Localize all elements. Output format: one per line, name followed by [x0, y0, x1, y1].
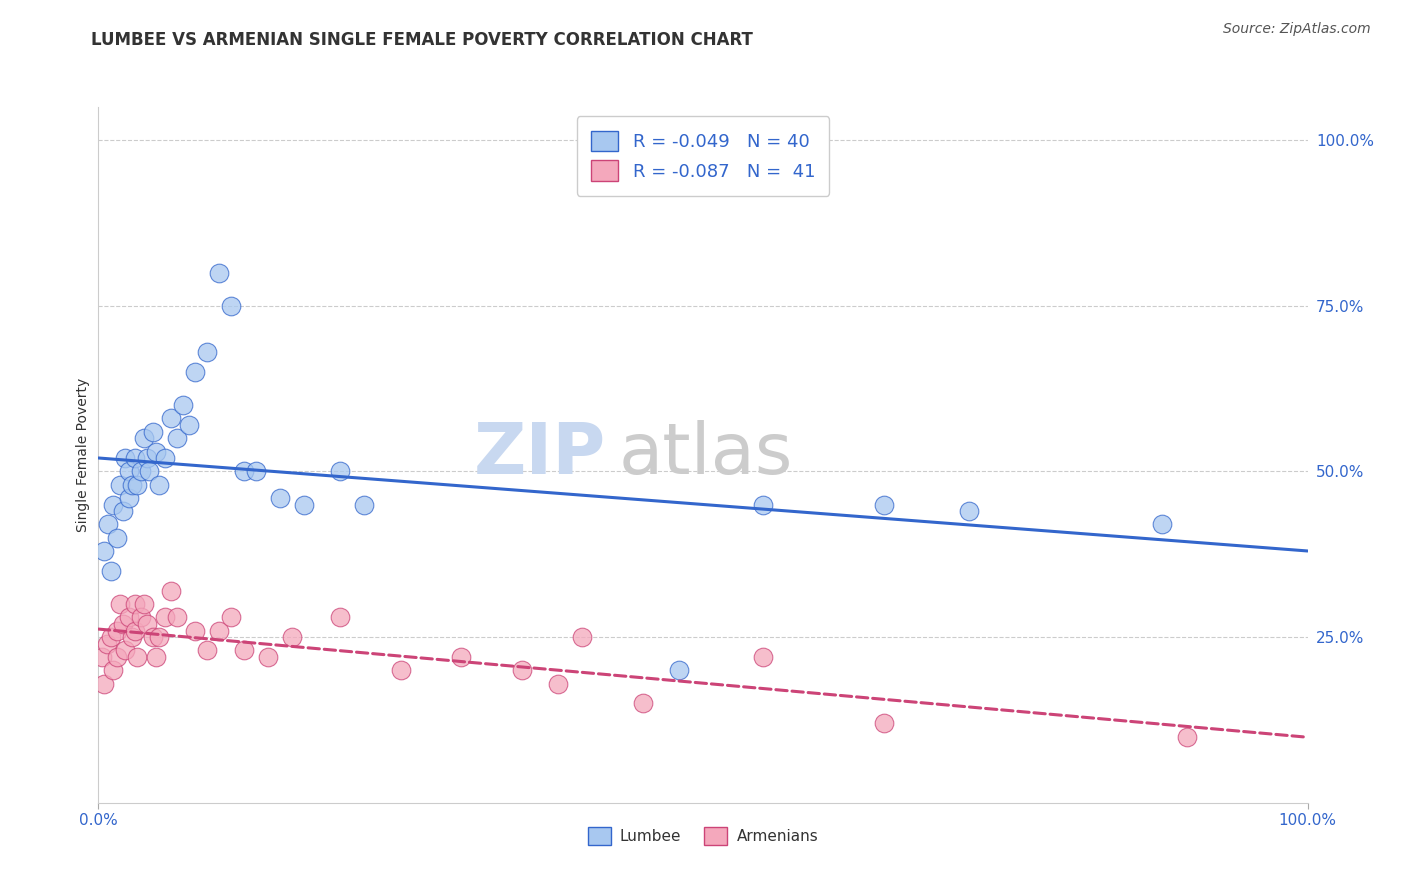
Point: [124, 451, 146, 466]
Point: [184, 365, 207, 379]
Point: [93, 544, 115, 558]
Point: [232, 643, 254, 657]
Point: [172, 398, 194, 412]
Point: [232, 465, 254, 479]
Point: [138, 465, 160, 479]
Point: [166, 610, 188, 624]
Point: [153, 451, 176, 466]
Point: [129, 610, 152, 624]
Point: [135, 616, 157, 631]
Legend: Lumbee, Armenians: Lumbee, Armenians: [582, 821, 824, 851]
Point: [97, 517, 120, 532]
Point: [389, 663, 412, 677]
Point: [118, 610, 141, 624]
Point: [96, 637, 118, 651]
Point: [571, 630, 593, 644]
Point: [111, 504, 134, 518]
Point: [873, 498, 896, 512]
Point: [93, 676, 115, 690]
Point: [111, 616, 134, 631]
Point: [135, 451, 157, 466]
Point: [292, 498, 315, 512]
Point: [221, 299, 243, 313]
Point: [134, 597, 156, 611]
Point: [91, 650, 114, 665]
Point: [166, 431, 188, 445]
Point: [134, 431, 156, 445]
Point: [127, 477, 149, 491]
Point: [101, 498, 124, 512]
Point: [105, 531, 128, 545]
Text: LUMBEE VS ARMENIAN SINGLE FEMALE POVERTY CORRELATION CHART: LUMBEE VS ARMENIAN SINGLE FEMALE POVERTY…: [91, 31, 754, 49]
Point: [195, 643, 218, 657]
Point: [329, 465, 352, 479]
Point: [105, 650, 128, 665]
Point: [329, 610, 352, 624]
Point: [160, 583, 183, 598]
Point: [124, 624, 146, 638]
Point: [121, 477, 143, 491]
Point: [221, 610, 243, 624]
Point: [101, 663, 124, 677]
Point: [114, 643, 136, 657]
Point: [256, 650, 278, 665]
Point: [105, 624, 128, 638]
Point: [129, 465, 152, 479]
Point: [179, 418, 201, 433]
Point: [752, 498, 775, 512]
Text: atlas: atlas: [619, 420, 793, 490]
Point: [100, 564, 122, 578]
Point: [353, 498, 375, 512]
Point: [148, 477, 170, 491]
Y-axis label: Single Female Poverty: Single Female Poverty: [76, 378, 90, 532]
Point: [208, 624, 231, 638]
Point: [752, 650, 775, 665]
Point: [148, 630, 170, 644]
Text: Source: ZipAtlas.com: Source: ZipAtlas.com: [1223, 22, 1371, 37]
Point: [108, 597, 131, 611]
Point: [108, 477, 131, 491]
Point: [1175, 730, 1198, 744]
Point: [184, 624, 207, 638]
Point: [124, 597, 146, 611]
Point: [668, 663, 690, 677]
Point: [245, 465, 267, 479]
Point: [1152, 517, 1174, 532]
Point: [153, 610, 176, 624]
Text: ZIP: ZIP: [474, 420, 606, 490]
Point: [121, 630, 143, 644]
Point: [957, 504, 980, 518]
Point: [127, 650, 149, 665]
Point: [142, 630, 165, 644]
Point: [114, 451, 136, 466]
Point: [873, 716, 896, 731]
Point: [118, 491, 141, 505]
Point: [631, 697, 654, 711]
Point: [450, 650, 472, 665]
Point: [145, 444, 167, 458]
Point: [281, 630, 304, 644]
Point: [145, 650, 167, 665]
Point: [160, 411, 183, 425]
Point: [269, 491, 291, 505]
Point: [208, 266, 231, 280]
Point: [547, 676, 569, 690]
Point: [100, 630, 122, 644]
Point: [142, 425, 165, 439]
Point: [510, 663, 533, 677]
Point: [118, 465, 141, 479]
Point: [195, 345, 218, 359]
